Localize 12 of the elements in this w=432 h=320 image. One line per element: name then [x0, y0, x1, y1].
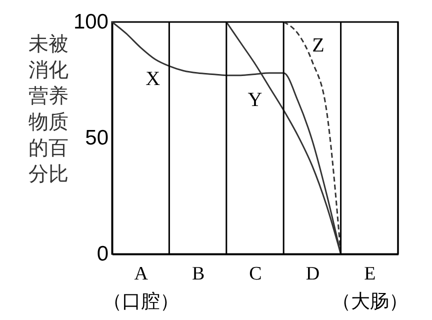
- series-label: X: [146, 68, 161, 90]
- x-tick-label: D: [306, 264, 320, 284]
- x-tick-label: A （口腔）: [103, 264, 180, 312]
- series-label: Y: [248, 88, 262, 111]
- y-tick-label: 100: [73, 10, 108, 34]
- x-tick-label: C: [249, 264, 262, 284]
- x-tick-label: E （大肠）: [332, 264, 408, 312]
- y-tick-label: 50: [85, 126, 108, 150]
- y-axis-title: 未被消化营养物质的百分比: [28, 32, 68, 186]
- series-label: Z: [312, 34, 324, 56]
- y-tick-label: 0: [96, 242, 108, 266]
- x-tick-label: B: [192, 264, 205, 284]
